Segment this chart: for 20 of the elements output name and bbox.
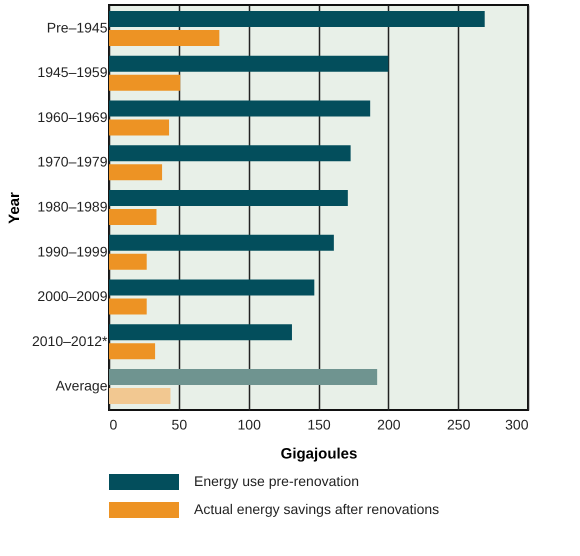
x-tick-label: 100 [237,416,262,432]
x-axis-title: Gigajoules [280,446,358,462]
x-tick-label: 50 [172,416,188,432]
y-tick-label: 1970–1979 [37,154,108,170]
y-tick-label: 1980–1989 [37,198,108,214]
legend-label: Actual energy savings after renovations [194,501,440,517]
x-tick-label: 200 [377,416,401,432]
y-tick-label: 2000–2009 [37,288,108,304]
x-tick-label: 150 [307,416,331,432]
y-tick-label: 1945–1959 [37,64,108,80]
legend-label: Energy use pre-renovation [194,473,359,489]
y-axis-title: Year [6,192,23,224]
y-tick-label: 2010–2012* [32,332,108,349]
x-tick-label: 300 [505,416,529,432]
x-tick-label: 250 [446,416,471,432]
y-tick-label: 1990–1999 [37,243,108,260]
x-tick-label: 0 [110,416,118,432]
y-tick-label: Pre–1945 [46,19,108,36]
y-tick-label: 1960–1969 [37,108,108,125]
y-tick-label: Average [56,378,108,394]
